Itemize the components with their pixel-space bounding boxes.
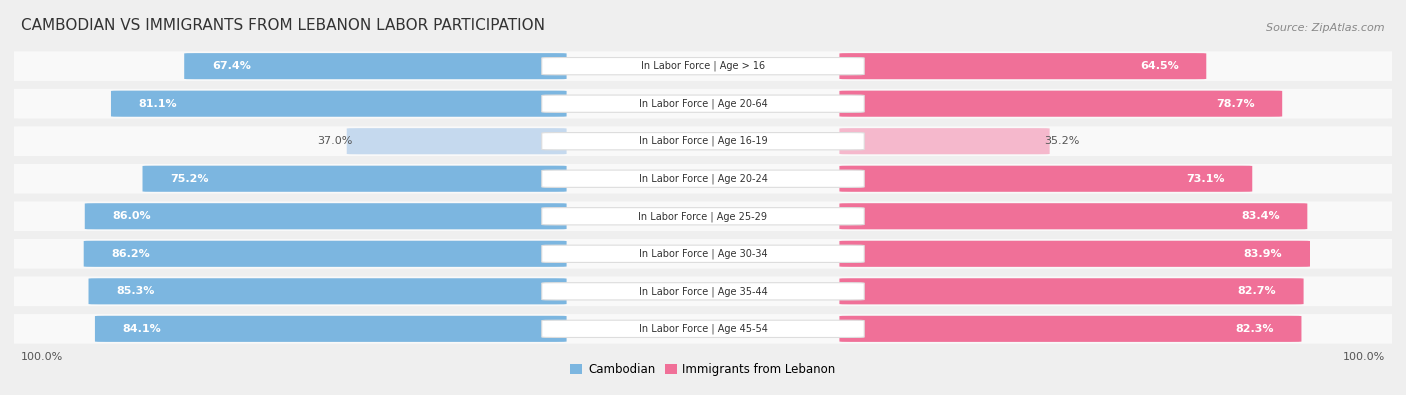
FancyBboxPatch shape — [184, 53, 567, 79]
Legend: Cambodian, Immigrants from Lebanon: Cambodian, Immigrants from Lebanon — [565, 358, 841, 381]
Text: In Labor Force | Age 30-34: In Labor Force | Age 30-34 — [638, 248, 768, 259]
FancyBboxPatch shape — [89, 278, 567, 305]
FancyBboxPatch shape — [839, 241, 1310, 267]
FancyBboxPatch shape — [0, 164, 1406, 194]
FancyBboxPatch shape — [84, 203, 567, 229]
Text: 86.2%: 86.2% — [111, 249, 150, 259]
FancyBboxPatch shape — [0, 126, 1406, 156]
Text: In Labor Force | Age > 16: In Labor Force | Age > 16 — [641, 61, 765, 71]
Text: 100.0%: 100.0% — [21, 352, 63, 362]
Text: 82.3%: 82.3% — [1236, 324, 1274, 334]
FancyBboxPatch shape — [541, 245, 865, 262]
FancyBboxPatch shape — [839, 278, 1303, 305]
FancyBboxPatch shape — [541, 95, 865, 112]
Text: 83.4%: 83.4% — [1241, 211, 1279, 221]
Text: 73.1%: 73.1% — [1187, 174, 1225, 184]
FancyBboxPatch shape — [541, 208, 865, 225]
Text: 83.9%: 83.9% — [1244, 249, 1282, 259]
FancyBboxPatch shape — [96, 316, 567, 342]
FancyBboxPatch shape — [0, 51, 1406, 81]
Text: 67.4%: 67.4% — [212, 61, 250, 71]
Text: 64.5%: 64.5% — [1140, 61, 1178, 71]
FancyBboxPatch shape — [839, 90, 1282, 117]
Text: 78.7%: 78.7% — [1216, 99, 1254, 109]
Text: Source: ZipAtlas.com: Source: ZipAtlas.com — [1267, 23, 1385, 33]
Text: 37.0%: 37.0% — [316, 136, 353, 146]
Text: In Labor Force | Age 20-24: In Labor Force | Age 20-24 — [638, 173, 768, 184]
FancyBboxPatch shape — [142, 166, 567, 192]
FancyBboxPatch shape — [839, 316, 1302, 342]
FancyBboxPatch shape — [839, 128, 1050, 154]
FancyBboxPatch shape — [0, 276, 1406, 306]
Text: 85.3%: 85.3% — [117, 286, 155, 296]
FancyBboxPatch shape — [347, 128, 567, 154]
Text: 35.2%: 35.2% — [1045, 136, 1080, 146]
Text: In Labor Force | Age 16-19: In Labor Force | Age 16-19 — [638, 136, 768, 147]
Text: In Labor Force | Age 20-64: In Labor Force | Age 20-64 — [638, 98, 768, 109]
FancyBboxPatch shape — [111, 90, 567, 117]
FancyBboxPatch shape — [0, 89, 1406, 118]
Text: CAMBODIAN VS IMMIGRANTS FROM LEBANON LABOR PARTICIPATION: CAMBODIAN VS IMMIGRANTS FROM LEBANON LAB… — [21, 18, 546, 33]
FancyBboxPatch shape — [541, 58, 865, 75]
Text: 75.2%: 75.2% — [170, 174, 208, 184]
FancyBboxPatch shape — [0, 314, 1406, 344]
Text: 82.7%: 82.7% — [1237, 286, 1277, 296]
FancyBboxPatch shape — [0, 201, 1406, 231]
Text: 100.0%: 100.0% — [1343, 352, 1385, 362]
FancyBboxPatch shape — [541, 320, 865, 337]
FancyBboxPatch shape — [84, 241, 567, 267]
Text: 86.0%: 86.0% — [112, 211, 150, 221]
Text: In Labor Force | Age 45-54: In Labor Force | Age 45-54 — [638, 324, 768, 334]
Text: In Labor Force | Age 25-29: In Labor Force | Age 25-29 — [638, 211, 768, 222]
Text: In Labor Force | Age 35-44: In Labor Force | Age 35-44 — [638, 286, 768, 297]
FancyBboxPatch shape — [839, 53, 1206, 79]
FancyBboxPatch shape — [541, 133, 865, 150]
FancyBboxPatch shape — [541, 170, 865, 187]
FancyBboxPatch shape — [0, 239, 1406, 269]
Text: 81.1%: 81.1% — [139, 99, 177, 109]
FancyBboxPatch shape — [839, 203, 1308, 229]
Text: 84.1%: 84.1% — [122, 324, 162, 334]
FancyBboxPatch shape — [839, 166, 1253, 192]
FancyBboxPatch shape — [541, 283, 865, 300]
